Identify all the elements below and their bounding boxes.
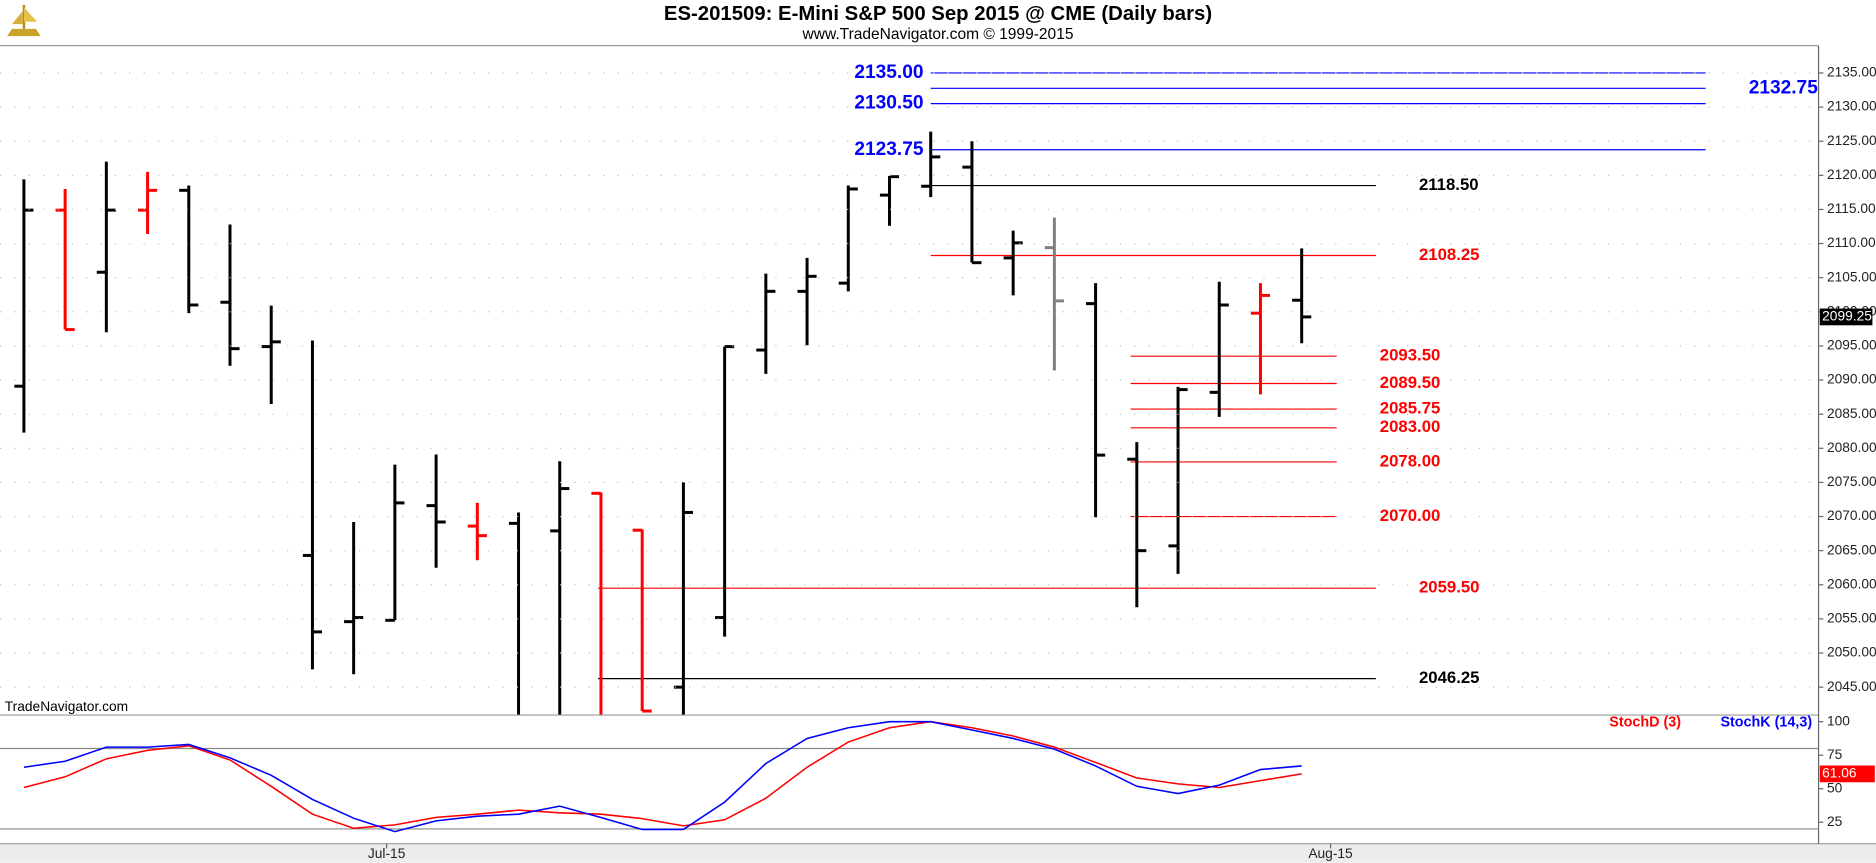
- y-tick-label: 2050.00: [1827, 645, 1876, 660]
- level-label: 2083.00: [1380, 417, 1441, 436]
- y-tick-label: 2085.00: [1827, 406, 1876, 421]
- level-label: 2046.25: [1419, 668, 1480, 687]
- y-tick-label: 2055.00: [1827, 611, 1876, 626]
- y-tick-label: 2120.00: [1827, 167, 1876, 182]
- y-tick-label: 2075.00: [1827, 474, 1876, 489]
- y-tick-label: 2105.00: [1827, 269, 1876, 284]
- level-label: 2130.50: [854, 93, 923, 114]
- y-tick-label: 25: [1827, 814, 1843, 829]
- chart-subtitle: www.TradeNavigator.com © 1999-2015: [802, 26, 1074, 43]
- level-label: 2132.75: [1749, 77, 1818, 98]
- y-tick-label: 2135.00: [1827, 65, 1876, 80]
- y-tick-label: 2045.00: [1827, 679, 1876, 694]
- level-label: 2118.50: [1419, 175, 1479, 194]
- y-tick-label: 100: [1827, 713, 1850, 728]
- y-tick-label: 2065.00: [1827, 542, 1876, 557]
- x-tick-label: Jul-15: [368, 846, 406, 861]
- level-label: 2135.00: [854, 62, 923, 83]
- level-label: 2108.25: [1419, 245, 1480, 264]
- logo: [7, 4, 41, 37]
- y-tick-label: 50: [1827, 780, 1843, 795]
- y-tick-label: 2115.00: [1827, 201, 1876, 216]
- value-label: 61.06: [1822, 766, 1857, 781]
- level-label: 2078.00: [1380, 451, 1441, 470]
- stoch-line: [23, 720, 1302, 833]
- legend-entry: StochD (3): [1609, 715, 1681, 731]
- price-plot: [14, 72, 1706, 715]
- legend-entry: StochK (14,3): [1720, 715, 1812, 731]
- x-tick-label: Aug-15: [1308, 846, 1353, 861]
- y-tick-label: 2060.00: [1827, 576, 1876, 591]
- level-label: 2070.00: [1380, 506, 1441, 525]
- watermark: TradeNavigator.com: [5, 699, 128, 714]
- y-tick-label: 2080.00: [1827, 440, 1876, 455]
- last-price-label: 2099.25: [1822, 309, 1872, 324]
- y-tick-label: 2110.00: [1827, 235, 1876, 250]
- level-label: 2093.50: [1380, 346, 1441, 365]
- y-tick-label: 2090.00: [1827, 372, 1876, 387]
- y-tick-label: 2070.00: [1827, 508, 1876, 523]
- x-axis-strip: [0, 843, 1876, 863]
- y-tick-label: 75: [1827, 747, 1843, 762]
- last-price-box: [1819, 308, 1873, 326]
- level-label: 2059.50: [1419, 578, 1480, 597]
- value-label-box: [1819, 765, 1875, 783]
- stoch-line: [23, 720, 1302, 830]
- chart-title: ES-201509: E-Mini S&P 500 Sep 2015 @ CME…: [664, 3, 1212, 25]
- level-label: 2085.75: [1380, 398, 1441, 417]
- y-tick-label: 2095.00: [1827, 338, 1876, 353]
- y-tick-label: 2130.00: [1827, 99, 1876, 114]
- y-tick-label: 2125.00: [1827, 133, 1876, 148]
- level-label: 2123.75: [854, 139, 923, 160]
- level-label: 2089.50: [1380, 373, 1441, 392]
